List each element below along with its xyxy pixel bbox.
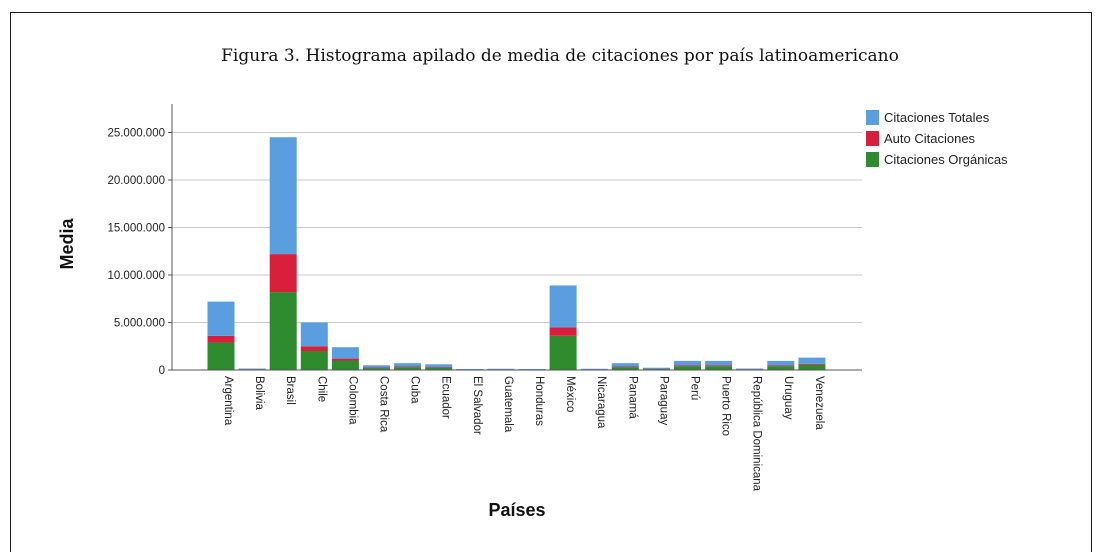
bar-segment-auto-citaciones — [300, 346, 328, 351]
legend-label: Citaciones Totales — [884, 110, 990, 125]
x-category-label: Uruguay — [782, 376, 794, 420]
bar-segment-citaciones-totales — [736, 368, 764, 370]
bar-segment-citaciones-organicas — [207, 342, 235, 370]
bar-segment-auto-citaciones — [674, 365, 701, 367]
bar-segment-citaciones-totales — [767, 360, 795, 366]
bar-segment-auto-citaciones — [549, 327, 577, 336]
legend-swatch — [866, 152, 879, 167]
bar-segment-auto-citaciones — [394, 366, 422, 368]
bar-segment-citaciones-totales — [238, 368, 266, 370]
x-category-label: Cuba — [409, 376, 421, 404]
x-axis-title: Países — [488, 500, 545, 520]
legend-swatch — [866, 131, 879, 146]
x-category-label: Nicaragua — [595, 376, 607, 429]
bar-segment-citaciones-organicas — [549, 335, 577, 370]
x-category-label: Bolivia — [253, 376, 265, 410]
x-category-label: Perú — [689, 376, 701, 400]
y-tick-label: 10.000.000 — [107, 270, 165, 282]
y-axis-title: Media — [57, 218, 77, 270]
x-category-label: México — [564, 376, 576, 412]
bar-segment-citaciones-organicas — [767, 366, 795, 370]
y-tick-label: 25.000.000 — [107, 128, 165, 140]
bar-segment-citaciones-organicas — [394, 367, 422, 370]
bar-segment-citaciones-totales — [300, 322, 328, 347]
bars — [207, 137, 826, 370]
bar-segment-citaciones-organicas — [331, 360, 359, 370]
x-category-label: República Dominicana — [751, 376, 763, 492]
bar-segment-citaciones-totales — [363, 365, 390, 368]
x-category-label: Colombia — [346, 376, 358, 425]
bar-segment-auto-citaciones — [363, 367, 390, 369]
bar-segment-citaciones-totales — [611, 363, 639, 367]
x-category-label: El Salvador — [471, 376, 483, 435]
bar-segment-citaciones-totales — [580, 368, 608, 370]
y-tick-label: 15.000.000 — [107, 223, 165, 235]
bar-segment-citaciones-totales — [394, 363, 422, 367]
legend-swatch — [866, 110, 879, 125]
x-category-label: Argentina — [222, 376, 234, 426]
y-tick-label: 0 — [159, 365, 165, 377]
y-tick-label: 20.000.000 — [107, 175, 165, 187]
bar-segment-citaciones-totales — [518, 368, 546, 370]
x-category-label: Honduras — [533, 376, 545, 426]
bar-segment-citaciones-totales — [642, 367, 670, 369]
chart-title: Figura 3. Histograma apilado de media de… — [221, 46, 899, 66]
bar-segment-citaciones-totales — [456, 368, 484, 370]
legend-label: Auto Citaciones — [884, 131, 976, 146]
y-tick-label: 5.000.000 — [114, 318, 165, 330]
legend: Citaciones Totales Auto Citaciones Citacio… — [866, 110, 1008, 167]
bar-segment-auto-citaciones — [798, 363, 826, 365]
bar-segment-citaciones-organicas — [363, 368, 390, 370]
bar-segment-auto-citaciones — [207, 335, 235, 343]
y-axis-ticks: 0 5.000.000 10.000.000 15.000.000 20.000.000… — [107, 128, 172, 377]
x-category-label: Puerto Rico — [720, 376, 732, 436]
bar-segment-auto-citaciones — [425, 366, 453, 368]
x-category-label: Panamá — [626, 376, 638, 419]
x-category-label: Brasil — [284, 376, 296, 405]
x-axis-categories: Argentina Bolivia Brasil Chile Colombia Costa… — [222, 376, 825, 492]
bar-segment-citaciones-totales — [487, 368, 515, 370]
bar-segment-citaciones-totales — [425, 364, 453, 368]
bar-segment-auto-citaciones — [705, 365, 733, 367]
bar-segment-citaciones-organicas — [798, 364, 826, 370]
bar-segment-citaciones-organicas — [269, 292, 297, 370]
bar-segment-citaciones-totales — [207, 301, 235, 336]
bar-segment-citaciones-totales — [269, 137, 297, 255]
bar-segment-auto-citaciones — [767, 365, 795, 367]
x-category-label: Costa Rica — [378, 376, 390, 433]
bar-segment-citaciones-organicas — [425, 367, 453, 370]
bar-segment-citaciones-totales — [705, 360, 733, 366]
x-category-label: Guatemala — [502, 376, 514, 433]
x-category-label: Paraguay — [657, 376, 669, 425]
bar-segment-auto-citaciones — [269, 254, 297, 293]
bar-segment-citaciones-totales — [549, 285, 577, 328]
legend-label: Citaciones Orgánicas — [884, 152, 1008, 167]
bar-segment-citaciones-totales — [674, 360, 701, 366]
x-category-label: Chile — [315, 376, 327, 402]
x-category-label: Venezuela — [813, 376, 825, 430]
bar-segment-auto-citaciones — [331, 358, 359, 361]
bar-segment-citaciones-totales — [331, 347, 359, 359]
figure-frame — [10, 12, 1092, 552]
bar-segment-citaciones-organicas — [674, 366, 701, 370]
bar-segment-citaciones-organicas — [611, 367, 639, 370]
bar-segment-auto-citaciones — [611, 366, 639, 368]
bar-segment-citaciones-totales — [798, 357, 826, 364]
bar-segment-citaciones-organicas — [300, 351, 328, 370]
bar-segment-citaciones-organicas — [705, 366, 733, 370]
x-category-label: Ecuador — [440, 376, 452, 419]
